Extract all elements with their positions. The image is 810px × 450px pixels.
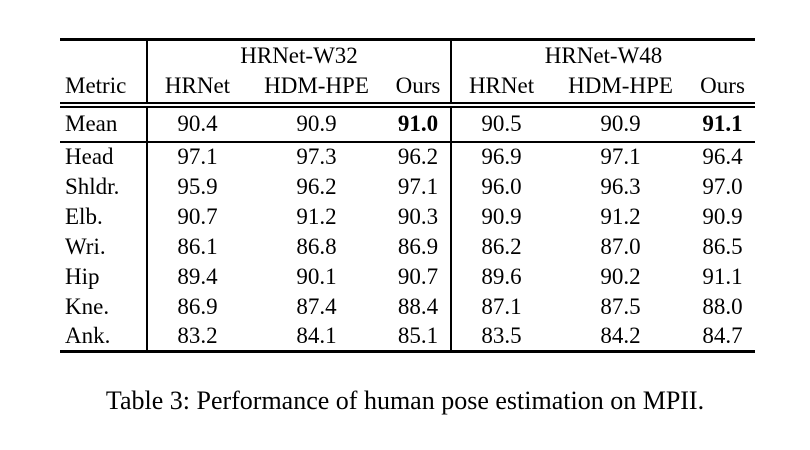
table-cell: 90.9 bbox=[551, 104, 691, 143]
group-header-hrnet-w48: HRNet-W48 bbox=[450, 39, 756, 71]
table-row-kne: Kne. 86.9 87.4 88.4 87.1 87.5 88.0 bbox=[60, 291, 755, 322]
table-cell: 97.1 bbox=[146, 141, 247, 172]
metric-label: Head bbox=[65, 144, 114, 169]
table-cell: 91.2 bbox=[600, 203, 641, 229]
table-cell: 86.8 bbox=[296, 233, 337, 259]
table-cell-best: 91.0 bbox=[386, 104, 452, 143]
table-cell: 97.3 bbox=[296, 144, 337, 169]
column-header-ours-w32: Ours bbox=[386, 70, 452, 108]
table-column-header-row: Metric HRNet HDM-HPE Ours HRNet HDM-HPE … bbox=[60, 70, 756, 108]
table-cell: 90.4 bbox=[146, 104, 247, 143]
table-cell: 88.0 bbox=[702, 293, 743, 319]
table-cell: 90.9 bbox=[702, 203, 743, 229]
table-cell: 86.5 bbox=[702, 233, 743, 259]
table-row-head: Head 97.1 97.3 96.2 96.9 97.1 96.4 bbox=[60, 141, 755, 172]
table-cell: 86.2 bbox=[450, 231, 552, 262]
metric-label: Wri. bbox=[65, 233, 106, 259]
metric-label: Kne. bbox=[65, 293, 110, 319]
table-cell: 88.4 bbox=[397, 293, 439, 319]
table-caption: Table 3: Performance of human pose estim… bbox=[105, 386, 705, 415]
table-cell: 91.2 bbox=[296, 203, 337, 229]
metric-label: Hip bbox=[65, 263, 100, 289]
table-cell: 97.1 bbox=[397, 173, 439, 199]
column-header-hrnet-w48: HRNet bbox=[450, 70, 552, 108]
table-cell: 96.2 bbox=[397, 144, 439, 169]
table-cell: 90.3 bbox=[397, 203, 439, 229]
table-cell: 91.1 bbox=[702, 263, 743, 289]
table-cell: 89.6 bbox=[450, 261, 552, 292]
column-header-ours-w48: Ours bbox=[690, 70, 756, 108]
empty-corner-cell bbox=[60, 40, 147, 71]
metric-label: Shldr. bbox=[65, 173, 120, 199]
metric-label: Mean bbox=[60, 104, 147, 143]
table-cell: 87.1 bbox=[450, 291, 552, 322]
table-cell: 96.4 bbox=[702, 144, 743, 169]
table-row-hip: Hip 89.4 90.1 90.7 89.6 90.2 91.1 bbox=[60, 261, 755, 292]
metric-label: Ank. bbox=[65, 322, 111, 348]
table-cell: 85.1 bbox=[397, 322, 439, 348]
table-cell: 90.1 bbox=[296, 263, 337, 289]
table-cell-best: 91.1 bbox=[690, 104, 756, 143]
metric-label: Elb. bbox=[65, 203, 103, 229]
table-cell: 96.3 bbox=[600, 173, 641, 199]
table-row-ank: Ank. 83.2 84.1 85.1 83.5 84.2 84.7 bbox=[60, 321, 755, 352]
table-cell: 87.0 bbox=[600, 233, 641, 259]
table-row-mean: Mean 90.4 90.9 91.0 90.5 90.9 91.1 bbox=[60, 104, 756, 143]
table-cell: 89.4 bbox=[146, 261, 247, 292]
column-header-hdm-hpe-w48: HDM-HPE bbox=[551, 70, 691, 108]
table-cell: 83.5 bbox=[450, 321, 552, 352]
table-cell: 90.2 bbox=[600, 263, 641, 289]
table-cell: 90.7 bbox=[146, 201, 247, 232]
table-cell: 84.1 bbox=[296, 322, 337, 348]
table-group-header-row: HRNet-W32 HRNet-W48 bbox=[60, 39, 756, 71]
results-table: HRNet-W32 HRNet-W48 Metric HRNet HDM-HPE… bbox=[60, 38, 756, 353]
table-cell: 90.5 bbox=[450, 104, 552, 143]
column-header-metric: Metric bbox=[60, 70, 147, 108]
table-cell: 95.9 bbox=[146, 171, 247, 202]
table-cell: 84.7 bbox=[702, 322, 743, 348]
table-row-elb: Elb. 90.7 91.2 90.3 90.9 91.2 90.9 bbox=[60, 201, 755, 232]
table-cell: 87.4 bbox=[296, 293, 337, 319]
table-cell: 84.2 bbox=[600, 322, 641, 348]
table-cell: 86.1 bbox=[146, 231, 247, 262]
table-cell: 87.5 bbox=[600, 293, 641, 319]
table-cell: 97.0 bbox=[702, 173, 743, 199]
table-cell: 96.2 bbox=[296, 173, 337, 199]
table-cell: 90.9 bbox=[450, 201, 552, 232]
column-header-hrnet-w32: HRNet bbox=[146, 70, 247, 108]
table-cell: 90.9 bbox=[247, 104, 386, 143]
column-header-hdm-hpe-w32: HDM-HPE bbox=[247, 70, 386, 108]
table-cell: 96.9 bbox=[450, 141, 552, 172]
table-cell: 90.7 bbox=[397, 263, 439, 289]
table-cell: 86.9 bbox=[146, 291, 247, 322]
table-row-shldr: Shldr. 95.9 96.2 97.1 96.0 96.3 97.0 bbox=[60, 171, 755, 202]
table-cell: 86.9 bbox=[397, 233, 439, 259]
table-cell: 96.0 bbox=[450, 171, 552, 202]
table-cell: 83.2 bbox=[146, 321, 247, 352]
group-header-hrnet-w32: HRNet-W32 bbox=[145, 39, 452, 71]
table-cell: 97.1 bbox=[600, 144, 641, 169]
table-row-wri: Wri. 86.1 86.8 86.9 86.2 87.0 86.5 bbox=[60, 231, 755, 262]
